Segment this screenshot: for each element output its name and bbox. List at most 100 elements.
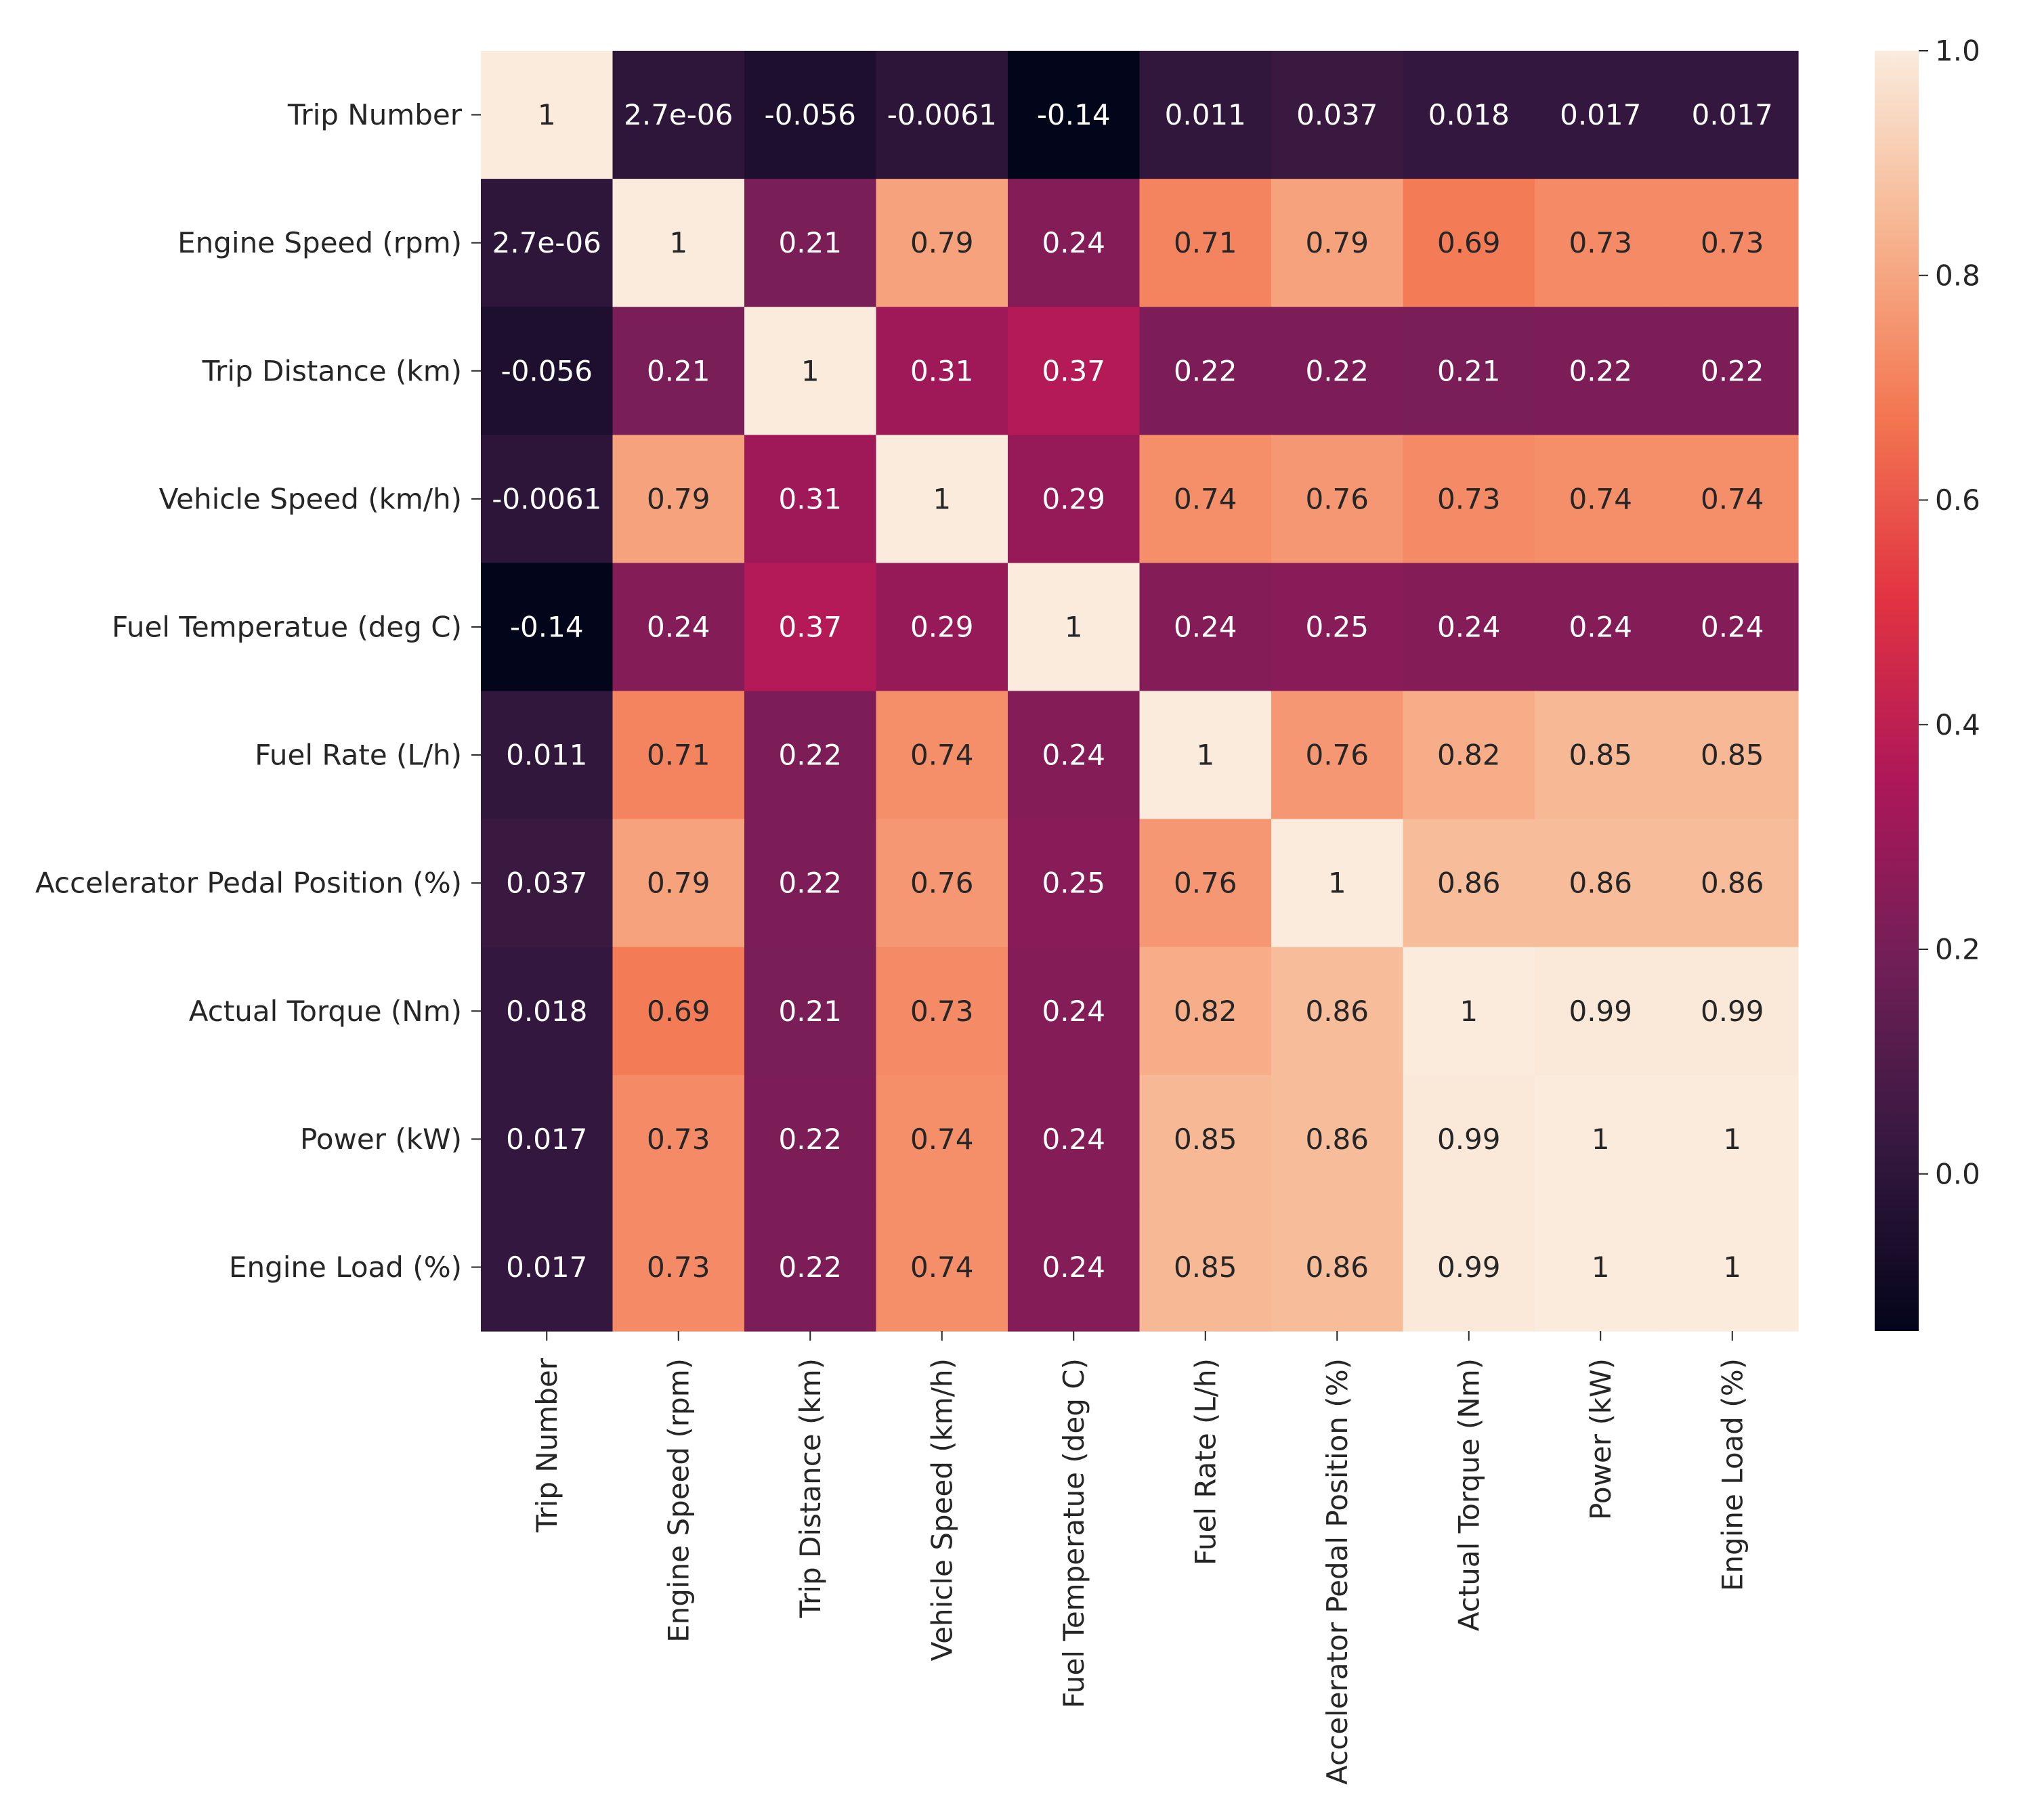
heatmap-cell xyxy=(1403,1075,1535,1204)
cell-annotation: 0.76 xyxy=(910,867,974,900)
cell-annotation: 0.76 xyxy=(1305,739,1369,772)
cell-annotation: 1 xyxy=(1196,739,1214,772)
heatmap-cell xyxy=(1403,435,1535,563)
heatmap-annotations: 1 2.7e-06 -0.056 -0.0061 -0.14 0.011 0.037 0.01… xyxy=(492,98,1773,1284)
heatmap-cell xyxy=(1535,1202,1667,1332)
cell-annotation: 0.69 xyxy=(647,995,710,1028)
heatmap-cell xyxy=(481,1202,614,1332)
heatmap-cell xyxy=(1008,179,1141,307)
cell-annotation: 0.31 xyxy=(778,482,842,515)
cell-annotation: 0.31 xyxy=(910,354,974,387)
heatmap-cell xyxy=(876,1075,1008,1204)
cell-annotation: 0.24 xyxy=(1042,1251,1105,1284)
cell-annotation: 0.22 xyxy=(1305,354,1369,387)
y-tick-label: Trip Distance (km) xyxy=(202,354,462,387)
x-tick-label: Engine Speed (rpm) xyxy=(662,1358,695,1643)
cell-annotation: 0.73 xyxy=(647,1251,710,1284)
heatmap-cell xyxy=(1666,563,1799,692)
cell-annotation: 1 xyxy=(933,482,951,515)
cell-annotation: 0.73 xyxy=(1701,226,1764,259)
cell-annotation: 0.85 xyxy=(1174,1123,1237,1156)
heatmap-cell xyxy=(1139,819,1272,948)
heatmap-cell xyxy=(876,691,1008,820)
heatmap-cell xyxy=(1139,1075,1272,1204)
heatmap-cell xyxy=(1666,1075,1799,1204)
cell-annotation: 0.69 xyxy=(1437,226,1501,259)
heatmap-cell xyxy=(1008,691,1141,820)
cell-annotation: 0.79 xyxy=(1305,226,1369,259)
heatmap-cell xyxy=(612,307,745,435)
cell-annotation: 2.7e-06 xyxy=(492,226,601,259)
cell-annotation: 1 xyxy=(1328,867,1346,900)
heatmap-cell xyxy=(1666,1202,1799,1332)
x-tick-label: Vehicle Speed (km/h) xyxy=(925,1358,958,1661)
heatmap-cell xyxy=(1535,51,1667,179)
heatmap-cell xyxy=(612,819,745,948)
heatmap-cell xyxy=(1008,307,1141,435)
heatmap-cell xyxy=(481,435,614,563)
y-tick-label: Fuel Rate (L/h) xyxy=(255,739,462,772)
heatmap-cell xyxy=(1139,435,1272,563)
cell-annotation: 0.76 xyxy=(1305,482,1369,515)
cell-annotation: 0.85 xyxy=(1701,739,1764,772)
cell-annotation: 0.99 xyxy=(1569,995,1632,1028)
heatmap-cell xyxy=(1139,947,1272,1076)
cell-annotation: 0.21 xyxy=(778,226,842,259)
heatmap-cell xyxy=(1271,947,1404,1076)
heatmap-cell xyxy=(1535,307,1667,435)
y-tick-label: Power (kW) xyxy=(300,1123,462,1156)
cell-annotation: 0.24 xyxy=(647,610,710,643)
heatmap-cell xyxy=(1139,1202,1272,1332)
cell-annotation: 1 xyxy=(1723,1123,1741,1156)
heatmap-cell xyxy=(876,819,1008,948)
cell-annotation: 0.82 xyxy=(1437,739,1501,772)
heatmap-cell xyxy=(612,1202,745,1332)
heatmap-cell xyxy=(1666,691,1799,820)
heatmap-cell xyxy=(1666,307,1799,435)
colorbar-tick-label: 0.6 xyxy=(1935,483,1980,517)
x-tick-label: Fuel Temperatue (deg C) xyxy=(1057,1358,1090,1708)
cell-annotation: 1 xyxy=(1723,1251,1741,1284)
y-tick-label: Accelerator Pedal Position (%) xyxy=(35,867,462,900)
heatmap-cell xyxy=(744,1075,877,1204)
cell-annotation: 0.018 xyxy=(506,995,587,1028)
y-tick-label: Actual Torque (Nm) xyxy=(189,995,462,1028)
cell-annotation: 0.24 xyxy=(1042,995,1105,1028)
colorbar-tick-label: 0.4 xyxy=(1935,708,1980,741)
heatmap-cells xyxy=(481,51,1799,1332)
cell-annotation: 0.24 xyxy=(1174,610,1237,643)
cell-annotation: 0.79 xyxy=(647,482,710,515)
heatmap-cell xyxy=(612,1075,745,1204)
cell-annotation: 0.74 xyxy=(910,1251,974,1284)
heatmap-cell xyxy=(744,1202,877,1332)
cell-annotation: -0.14 xyxy=(1037,98,1111,131)
cell-annotation: 0.86 xyxy=(1305,995,1369,1028)
cell-annotation: 0.82 xyxy=(1174,995,1237,1028)
cell-annotation: 0.85 xyxy=(1174,1251,1237,1284)
cell-annotation: 0.22 xyxy=(1174,354,1237,387)
heatmap-cell xyxy=(1535,435,1667,563)
cell-annotation: 0.74 xyxy=(1569,482,1632,515)
cell-annotation: 0.24 xyxy=(1569,610,1632,643)
heatmap-cell xyxy=(1666,435,1799,563)
cell-annotation: 0.73 xyxy=(1569,226,1632,259)
heatmap-cell xyxy=(481,563,614,692)
x-tick-label: Accelerator Pedal Position (%) xyxy=(1321,1358,1354,1785)
heatmap-cell xyxy=(744,179,877,307)
y-tick-label: Vehicle Speed (km/h) xyxy=(159,482,462,515)
x-axis-labels: Trip Number Engine Speed (rpm) Trip Distan… xyxy=(530,1331,1749,1785)
cell-annotation: -0.056 xyxy=(501,354,593,387)
cell-annotation: 0.018 xyxy=(1428,98,1510,131)
heatmap-cell xyxy=(1403,819,1535,948)
cell-annotation: 0.73 xyxy=(910,995,974,1028)
heatmap-cell xyxy=(876,179,1008,307)
heatmap-cell xyxy=(1666,947,1799,1076)
colorbar xyxy=(1875,51,1919,1331)
cell-annotation: 0.73 xyxy=(1437,482,1501,515)
heatmap-cell xyxy=(1008,819,1141,948)
heatmap-cell xyxy=(481,51,614,179)
heatmap-cell xyxy=(1535,1075,1667,1204)
heatmap-cell xyxy=(1271,179,1404,307)
cell-annotation: 0.86 xyxy=(1569,867,1632,900)
